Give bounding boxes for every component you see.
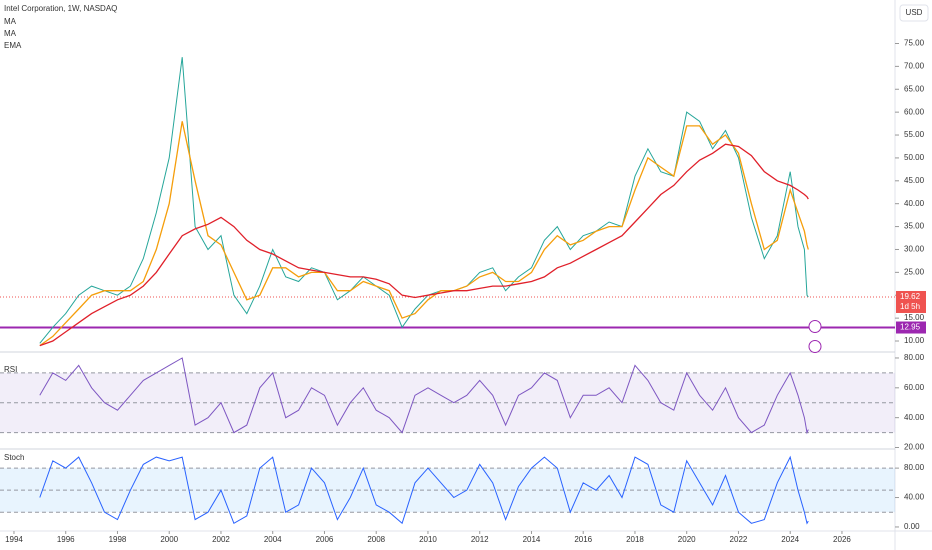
- x-tick-label: 2016: [574, 535, 592, 544]
- last-price-label: 19.62: [900, 292, 921, 301]
- y-tick-label: 45.00: [904, 176, 925, 185]
- y-tick-label: 55.00: [904, 130, 925, 139]
- x-tick-label: 2026: [833, 535, 851, 544]
- x-tick-label: 2020: [678, 535, 696, 544]
- x-tick-label: 2012: [471, 535, 489, 544]
- pane-title: Stoch: [4, 453, 24, 462]
- y-tick-label: 15.00: [904, 313, 925, 322]
- x-tick-label: 1998: [109, 535, 127, 544]
- y-tick-label: 40.00: [904, 493, 925, 502]
- x-tick-label: 2018: [626, 535, 644, 544]
- y-tick-label: 50.00: [904, 153, 925, 162]
- add-icon[interactable]: [808, 340, 822, 354]
- indicator-label: EMA: [4, 41, 22, 50]
- y-tick-label: 65.00: [904, 84, 925, 93]
- series-line: [39, 357, 809, 435]
- series-line: [39, 121, 809, 347]
- x-tick-label: 2008: [367, 535, 385, 544]
- x-tick-label: 2004: [264, 535, 282, 544]
- alert-icon[interactable]: [808, 320, 822, 334]
- y-tick-label: 75.00: [904, 39, 925, 48]
- y-tick-label: 80.00: [904, 463, 925, 472]
- y-tick-label: 20.00: [904, 443, 925, 452]
- series-line: [39, 455, 809, 525]
- currency[interactable]: USD: [906, 8, 923, 17]
- x-tick-label: 2014: [523, 535, 541, 544]
- x-tick-label: 1996: [57, 535, 75, 544]
- countdown: 1d 5h: [900, 302, 920, 311]
- x-tick-label: 2024: [781, 535, 799, 544]
- y-tick-label: 40.00: [904, 199, 925, 208]
- y-tick-label: 10.00: [904, 336, 925, 345]
- x-tick-label: 2022: [730, 535, 748, 544]
- y-tick-label: 25.00: [904, 267, 925, 276]
- indicator-label: MA: [4, 29, 17, 38]
- y-tick-label: 60.00: [904, 383, 925, 392]
- x-tick-label: 2010: [419, 535, 437, 544]
- y-tick-label: 70.00: [904, 61, 925, 70]
- x-tick-label: 2000: [160, 535, 178, 544]
- currency-box[interactable]: [899, 4, 929, 22]
- indicator-label: MA: [4, 17, 17, 26]
- level-label: 12.95: [900, 323, 921, 332]
- x-tick-label: 2006: [316, 535, 334, 544]
- level-tag: [896, 321, 926, 334]
- series-line: [39, 143, 809, 347]
- x-tick-label: 2002: [212, 535, 230, 544]
- chart-title: Intel Corporation, 1W, NASDAQ: [4, 4, 117, 13]
- y-tick-label: 60.00: [904, 107, 925, 116]
- y-tick-label: 80.00: [904, 353, 925, 362]
- pane-title: RSI: [4, 365, 17, 374]
- y-tick-label: 40.00: [904, 413, 925, 422]
- y-tick-label: 35.00: [904, 222, 925, 231]
- y-tick-label: 30.00: [904, 245, 925, 254]
- y-tick-label: 0.00: [904, 522, 920, 531]
- last-price-tag: [896, 290, 926, 313]
- x-tick-label: 1994: [5, 535, 23, 544]
